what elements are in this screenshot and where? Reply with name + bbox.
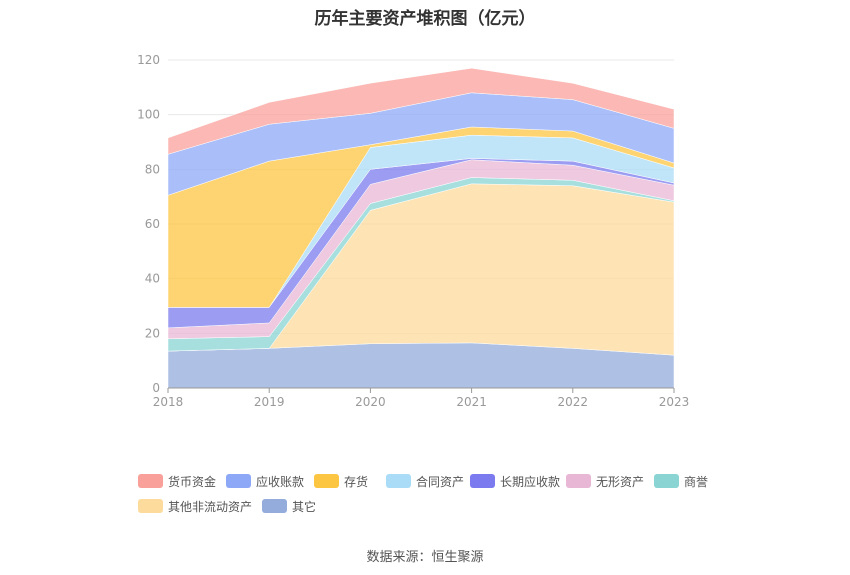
- x-tick-label: 2020: [355, 395, 386, 409]
- legend-swatch: [470, 474, 495, 488]
- area-series-货币资金[interactable]: [167, 67, 675, 155]
- legend-item[interactable]: 商誉: [654, 472, 708, 490]
- stacked-area-chart: 0 20 40 60 80 100 120 2018 2019 2020 2021 2022 2023: [137, 53, 689, 409]
- legend-item[interactable]: 合同资产: [386, 472, 464, 490]
- legend-label: 其他非流动资产: [168, 499, 253, 514]
- legend-label: 货币资金: [168, 474, 217, 489]
- legend-swatch: [262, 499, 287, 513]
- chart-title: 历年主要资产堆积图（亿元）: [314, 9, 536, 29]
- y-tick-label: 100: [137, 108, 160, 122]
- y-tick-label: 20: [145, 326, 160, 340]
- x-tick-label: 2018: [153, 395, 184, 409]
- legend-swatch: [566, 474, 591, 488]
- legend-label: 应收账款: [256, 474, 305, 489]
- legend-swatch: [386, 474, 411, 488]
- legend-item[interactable]: 其他非流动资产: [138, 497, 252, 515]
- x-tick-label: 2021: [456, 395, 487, 409]
- x-tick-label: 2023: [659, 395, 690, 409]
- legend-label: 商誉: [684, 474, 709, 489]
- legend-swatch: [314, 474, 339, 488]
- legend-item[interactable]: 存货: [314, 472, 368, 490]
- x-tick-label: 2022: [558, 395, 589, 409]
- legend-item[interactable]: 无形资产: [566, 472, 644, 490]
- legend-item[interactable]: 应收账款: [226, 472, 304, 490]
- legend-swatch: [654, 474, 679, 488]
- axes: 0 20 40 60 80 100 120 2018 2019 2020 2021 2022 2023: [137, 53, 689, 409]
- legend-item[interactable]: 其它: [262, 497, 316, 515]
- legend-label: 合同资产: [416, 474, 465, 489]
- y-tick-label: 0: [152, 381, 160, 395]
- area-series: [167, 67, 675, 389]
- legend-swatch: [138, 474, 163, 488]
- data-source: 数据来源：恒生聚源: [366, 550, 484, 565]
- legend-swatch: [226, 474, 251, 488]
- legend-swatch: [138, 499, 163, 513]
- legend-label: 长期应收款: [500, 474, 561, 489]
- y-tick-label: 120: [137, 53, 160, 67]
- legend-label: 存货: [344, 474, 369, 489]
- legend-item[interactable]: 长期应收款: [470, 472, 560, 490]
- legend-label: 其它: [292, 499, 317, 514]
- legend-item[interactable]: 货币资金: [138, 472, 216, 490]
- y-tick-label: 60: [145, 217, 160, 231]
- y-tick-label: 80: [145, 162, 160, 176]
- legend-label: 无形资产: [596, 474, 645, 489]
- y-tick-label: 40: [145, 272, 160, 286]
- x-tick-label: 2019: [254, 395, 285, 409]
